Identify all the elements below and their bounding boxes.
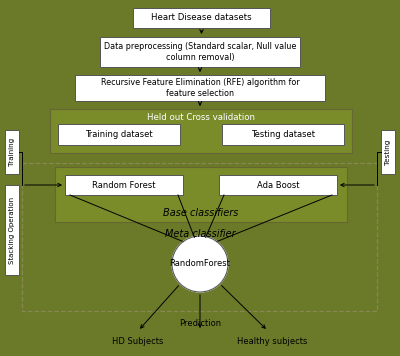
Text: Base classifiers: Base classifiers	[163, 208, 239, 218]
Text: Testing dataset: Testing dataset	[251, 130, 315, 139]
Text: Recursive Feature Elimination (RFE) algorithm for
feature selection: Recursive Feature Elimination (RFE) algo…	[101, 78, 299, 98]
Text: RandomForest: RandomForest	[170, 260, 230, 268]
Text: HD Subjects: HD Subjects	[112, 337, 164, 346]
Text: Random Forest: Random Forest	[92, 180, 156, 189]
Text: Heart Disease datasets: Heart Disease datasets	[151, 14, 252, 22]
FancyBboxPatch shape	[133, 8, 270, 28]
Text: Training: Training	[9, 138, 15, 166]
FancyBboxPatch shape	[219, 175, 337, 195]
FancyBboxPatch shape	[22, 163, 377, 311]
FancyBboxPatch shape	[65, 175, 183, 195]
FancyBboxPatch shape	[381, 130, 395, 174]
FancyBboxPatch shape	[5, 185, 19, 275]
FancyBboxPatch shape	[100, 37, 300, 67]
Text: Training dataset: Training dataset	[85, 130, 153, 139]
Text: Testing: Testing	[385, 139, 391, 165]
Circle shape	[172, 236, 228, 292]
Text: Meta classifier: Meta classifier	[165, 229, 235, 239]
FancyBboxPatch shape	[55, 167, 347, 222]
FancyBboxPatch shape	[75, 75, 325, 101]
FancyBboxPatch shape	[5, 130, 19, 174]
FancyBboxPatch shape	[58, 124, 180, 145]
FancyBboxPatch shape	[222, 124, 344, 145]
Text: Held out Cross validation: Held out Cross validation	[147, 114, 255, 122]
Text: Data preprocessing (Standard scalar, Null value
column removal): Data preprocessing (Standard scalar, Nul…	[104, 42, 296, 62]
Text: Healthy subjects: Healthy subjects	[237, 337, 307, 346]
Text: Prediction: Prediction	[179, 319, 221, 328]
FancyBboxPatch shape	[50, 109, 352, 153]
Text: Stacking Operation: Stacking Operation	[9, 197, 15, 263]
Text: Ada Boost: Ada Boost	[257, 180, 299, 189]
